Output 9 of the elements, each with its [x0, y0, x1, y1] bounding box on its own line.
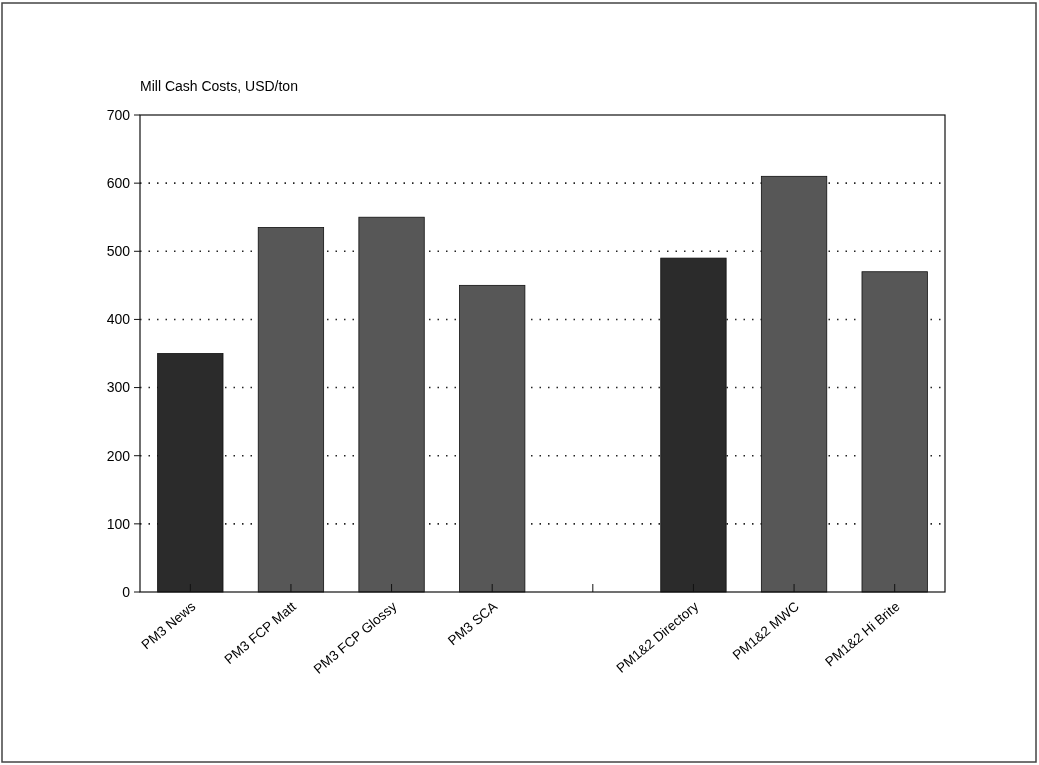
- y-tick-label: 600: [106, 175, 131, 192]
- y-axis-title: Mill Cash Costs, USD/ton: [140, 78, 298, 94]
- y-tick-label: 300: [106, 379, 131, 396]
- y-tick-label: 700: [106, 106, 131, 123]
- y-tick-label: 500: [106, 243, 131, 260]
- y-tick-label: 100: [106, 515, 131, 532]
- y-tick-label: 200: [106, 447, 131, 464]
- y-tick-label: 400: [106, 311, 131, 328]
- y-tick-label: 0: [122, 583, 131, 600]
